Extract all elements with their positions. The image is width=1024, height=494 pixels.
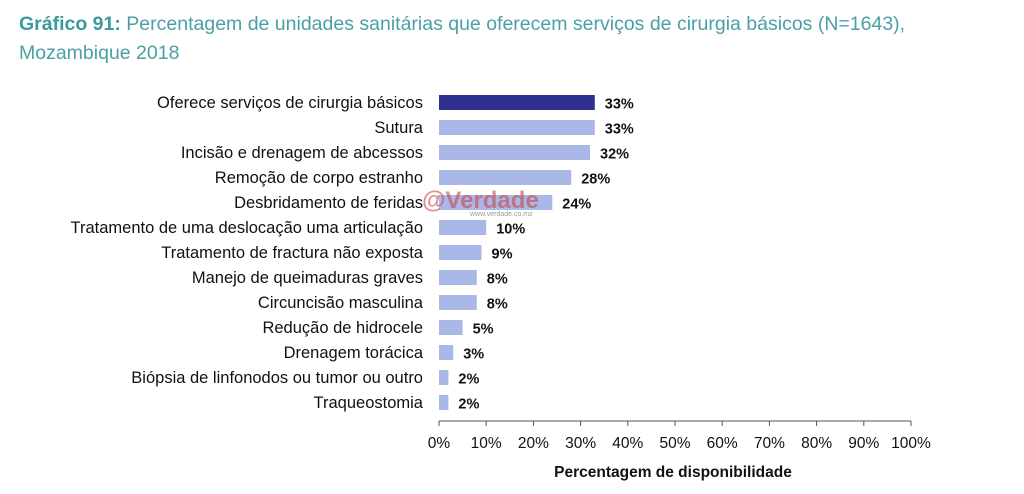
category-label-4: Desbridamento de feridas bbox=[234, 194, 423, 212]
bar-8 bbox=[439, 295, 477, 310]
bar-0 bbox=[439, 95, 595, 110]
x-tick-label-9: 90% bbox=[848, 435, 879, 452]
x-tick-label-10: 100% bbox=[891, 435, 931, 452]
value-label-6: 9% bbox=[492, 247, 513, 263]
value-label-3: 28% bbox=[581, 172, 610, 188]
category-label-10: Drenagem torácica bbox=[284, 344, 424, 362]
x-tick-label-8: 80% bbox=[801, 435, 832, 452]
value-label-2: 32% bbox=[600, 147, 629, 163]
x-tick-label-7: 70% bbox=[754, 435, 785, 452]
category-label-12: Traqueostomia bbox=[314, 394, 424, 412]
x-tick-label-2: 20% bbox=[518, 435, 549, 452]
category-label-8: Circuncisão masculina bbox=[258, 294, 424, 312]
bar-7 bbox=[439, 270, 477, 285]
x-tick-label-6: 60% bbox=[707, 435, 738, 452]
x-tick-label-1: 10% bbox=[471, 435, 502, 452]
bar-5 bbox=[439, 220, 487, 235]
value-label-7: 8% bbox=[487, 272, 508, 288]
value-label-8: 8% bbox=[487, 297, 508, 313]
chart-caption: Gráfico 91: Percentagem de unidades sani… bbox=[19, 10, 1009, 68]
value-label-0: 33% bbox=[605, 97, 634, 113]
bar-11 bbox=[439, 370, 449, 385]
bar-1 bbox=[439, 120, 595, 135]
bar-4 bbox=[439, 195, 553, 210]
x-axis: 0% 10% 20% 30% 40% 50% 60% 70% 80% 90% 100% bbox=[428, 420, 931, 452]
watermark-text: @Verdade bbox=[422, 187, 539, 214]
bar-2 bbox=[439, 145, 590, 160]
bar-6 bbox=[439, 245, 482, 260]
value-label-4: 24% bbox=[562, 197, 591, 213]
caption-text: Percentagem de unidades sanitárias que o… bbox=[19, 13, 906, 64]
category-label-3: Remoção de corpo estranho bbox=[215, 169, 423, 187]
value-labels: 33% 33% 32% 28% 24% 10% 9% 8% 8% 5% 3% 2% 2% bbox=[458, 97, 634, 413]
value-label-9: 5% bbox=[473, 322, 494, 338]
category-label-6: Tratamento de fractura não exposta bbox=[161, 244, 424, 262]
bar-12 bbox=[439, 395, 449, 410]
category-label-2: Incisão e drenagem de abcessos bbox=[181, 144, 423, 162]
category-label-11: Biópsia de linfonodos ou tumor ou outro bbox=[131, 369, 423, 387]
bar-3 bbox=[439, 170, 572, 185]
bars-group bbox=[439, 95, 595, 410]
x-axis-label: Percentagem de disponibilidade bbox=[554, 464, 792, 481]
value-label-11: 2% bbox=[458, 372, 479, 388]
value-label-5: 10% bbox=[496, 222, 525, 238]
category-label-5: Tratamento de uma deslocação uma articul… bbox=[71, 219, 424, 237]
x-tick-label-0: 0% bbox=[428, 435, 451, 452]
caption-prefix: Gráfico 91: bbox=[19, 13, 121, 35]
category-label-0: Oferece serviços de cirurgia básicos bbox=[157, 94, 423, 112]
bar-9 bbox=[439, 320, 463, 335]
category-label-1: Sutura bbox=[374, 119, 423, 137]
x-tick-label-3: 30% bbox=[565, 435, 596, 452]
category-label-9: Redução de hidrocele bbox=[262, 319, 423, 337]
value-label-1: 33% bbox=[605, 122, 634, 138]
value-label-12: 2% bbox=[458, 397, 479, 413]
x-tick-label-4: 40% bbox=[612, 435, 643, 452]
category-labels: Oferece serviços de cirurgia básicos Sutu… bbox=[71, 94, 424, 412]
category-label-7: Manejo de queimaduras graves bbox=[192, 269, 423, 287]
watermark-url: www.verdade.co.mz bbox=[469, 211, 533, 218]
watermark: @Verdade www.verdade.co.mz bbox=[422, 187, 539, 218]
value-label-10: 3% bbox=[463, 347, 484, 363]
x-tick-label-5: 50% bbox=[659, 435, 690, 452]
bar-10 bbox=[439, 345, 454, 360]
